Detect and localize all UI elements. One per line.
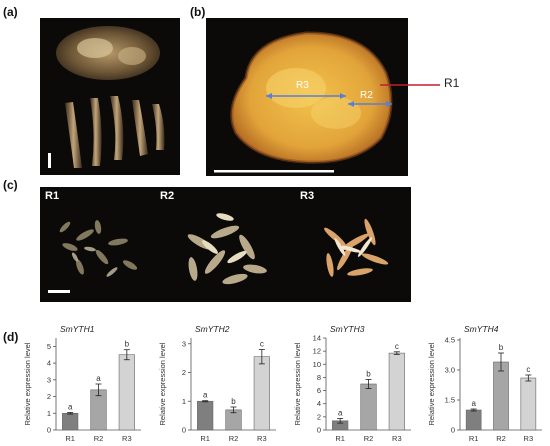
- bar: [388, 352, 405, 431]
- y-tick-label: 0: [182, 426, 186, 435]
- x-tick-label: R1: [335, 434, 345, 443]
- chart-title: SmYTH1: [60, 324, 95, 334]
- x-tick-label: R3: [524, 434, 534, 443]
- x-tick-label: R3: [122, 434, 132, 443]
- x-tick-label: R1: [200, 434, 210, 443]
- significance-letter: c: [260, 340, 264, 349]
- x-tick-label: R2: [94, 434, 104, 443]
- y-tick-label: 0: [317, 426, 321, 435]
- x-tick-label: R3: [392, 434, 402, 443]
- y-tick-label: 10: [313, 360, 321, 369]
- bar: [253, 356, 270, 431]
- significance-letter: a: [96, 374, 101, 383]
- significance-letter: b: [231, 397, 236, 406]
- y-tick-label: 2: [317, 412, 321, 421]
- cross-section-illustration: [214, 31, 393, 173]
- r1-pointer-line: [380, 84, 440, 86]
- chart-title: SmYTH3: [330, 324, 365, 334]
- r1-fragments-illustration: [48, 220, 138, 293]
- chart-smyth1: SmYTH1 Relative expression level 0 1 2 3 4 5 a R1…: [22, 322, 147, 444]
- panel-label-a: (a): [3, 5, 18, 19]
- significance-letter: a: [203, 391, 208, 400]
- r3-fragments-illustration: [324, 218, 389, 277]
- region-label-r3: R3: [296, 80, 309, 91]
- bar: [493, 361, 509, 431]
- r2-fragments-illustration: [187, 213, 267, 285]
- y-tick-label: 4: [47, 359, 51, 368]
- x-tick-label: R1: [469, 434, 479, 443]
- photo-c-r2-label: R2: [160, 190, 175, 202]
- chart-title: SmYTH4: [464, 324, 499, 334]
- photo-c-r1: R1: [40, 187, 155, 302]
- significance-letter: a: [68, 402, 73, 411]
- y-tick-label: 1: [182, 397, 186, 406]
- bar: [118, 354, 135, 431]
- y-tick-label: 1: [47, 409, 51, 418]
- root-illustration: [48, 26, 165, 168]
- y-tick-label: 8: [317, 373, 321, 382]
- y-tick-label: 5: [47, 342, 51, 351]
- significance-letter: b: [499, 343, 504, 352]
- root-photo-a: [40, 18, 180, 175]
- photo-c-r3-label: R3: [300, 190, 315, 202]
- y-axis-label: Relative expression level: [293, 342, 302, 425]
- bar: [62, 412, 79, 431]
- bar: [520, 377, 537, 431]
- significance-letter: b: [125, 340, 130, 349]
- y-tick-label: 14: [313, 334, 321, 343]
- region-label-r2: R2: [360, 90, 373, 101]
- y-axis-label: Relative expression level: [158, 342, 167, 425]
- photo-c-r2: R2: [155, 187, 295, 302]
- chart-smyth2: SmYTH2 Relative expression level 0 1 2 3 a R1 b R…: [157, 322, 282, 444]
- chart-smyth3: SmYTH3 Relative expression level 0 2 4 6 8 10 12…: [292, 322, 417, 444]
- x-tick-label: R2: [229, 434, 239, 443]
- y-axis-label: Relative expression level: [23, 342, 32, 425]
- photo-c-r3: R3: [295, 187, 411, 302]
- y-tick-label: 4: [317, 399, 321, 408]
- panel-label-c: (c): [3, 178, 18, 192]
- root-cross-section-photo: R3 R2: [206, 18, 408, 176]
- chart-smyth4: SmYTH4 Relative expression level 0 1.5 3.0 4.…: [426, 322, 548, 444]
- x-tick-label: R1: [65, 434, 75, 443]
- y-tick-label: 12: [313, 347, 321, 356]
- bar: [465, 409, 482, 431]
- y-tick-label: 3: [47, 375, 51, 384]
- panel-label-d: (d): [3, 330, 19, 344]
- y-tick-label: 2: [47, 392, 51, 401]
- x-tick-label: R2: [364, 434, 374, 443]
- y-tick-label: 2: [182, 368, 186, 377]
- photo-c-r1-label: R1: [45, 190, 60, 202]
- y-tick-label: 3.0: [445, 366, 455, 375]
- region-label-r1: R1: [444, 76, 460, 90]
- y-axis-label: Relative expression level: [427, 342, 436, 425]
- y-tick-label: 1.5: [445, 396, 455, 405]
- x-tick-label: R2: [496, 434, 506, 443]
- significance-letter: c: [526, 365, 530, 374]
- chart-title: SmYTH2: [195, 324, 230, 334]
- y-tick-label: 3: [182, 339, 186, 348]
- x-tick-label: R3: [257, 434, 267, 443]
- y-tick-label: 0: [47, 426, 51, 435]
- significance-letter: b: [366, 369, 371, 378]
- significance-letter: c: [395, 342, 399, 351]
- y-tick-label: 0: [451, 426, 455, 435]
- y-tick-label: 6: [317, 386, 321, 395]
- bar: [360, 383, 377, 431]
- y-tick-label: 4.5: [445, 336, 455, 345]
- significance-letter: a: [338, 409, 343, 418]
- panel-label-b: (b): [190, 5, 206, 19]
- bar: [197, 400, 214, 431]
- significance-letter: a: [471, 399, 476, 408]
